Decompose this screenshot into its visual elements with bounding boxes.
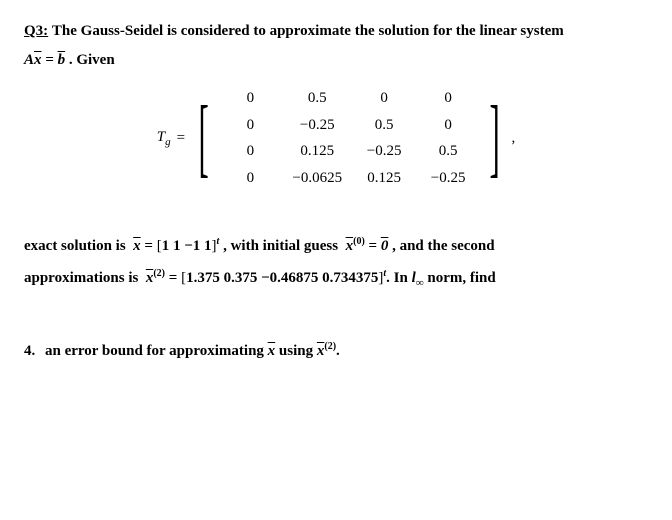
x0-superscript: (0) [353, 236, 365, 247]
matrix-cell: 0.5 [416, 138, 480, 165]
subquestion-number: 4. [24, 343, 35, 359]
matrix-trailing-comma: , [511, 127, 515, 150]
zero-vector: 0 [381, 238, 389, 254]
subquestion-4: 4. an error bound for approximating x us… [24, 339, 648, 363]
matrix-subscript: g [165, 136, 171, 148]
matrix-symbol: Tg [157, 126, 171, 151]
matrix-cell: 0 [218, 112, 282, 139]
q4-text-1: an error bound for approximating [45, 343, 264, 359]
matrix-row: 0 −0.25 0.5 0 [218, 112, 480, 139]
matrix-table: 0 0.5 0 0 0 −0.25 0.5 0 0 0.125 −0.25 0.… [218, 85, 480, 191]
equals-3: = [169, 270, 178, 286]
matrix-wrap: Tg = [ 0 0.5 0 0 0 −0.25 0.5 0 0 0.125 −… [157, 85, 515, 191]
vec2-values: 1.375 0.375 −0.46875 0.734375 [186, 270, 378, 286]
equals-sign: = [177, 127, 185, 150]
matrix-row: 0 −0.0625 0.125 −0.25 [218, 165, 480, 192]
matrix-cell: 0 [352, 85, 416, 112]
question-label: Q3: [24, 23, 48, 39]
question-heading: Q3: The Gauss-Seidel is considered to ap… [24, 20, 648, 43]
x0-symbol: x [346, 238, 354, 254]
solution-paragraph: exact solution is x = [1 1 −1 1]t , with… [24, 231, 648, 295]
matrix-cell: 0 [218, 138, 282, 165]
system-equation: Ax = b [24, 52, 65, 68]
text-initial-guess: , with initial guess [223, 238, 338, 254]
x-symbol: x [133, 238, 141, 254]
vec1-values: 1 1 −1 1 [162, 238, 212, 254]
matrix-block: Tg = [ 0 0.5 0 0 0 −0.25 0.5 0 0 0.125 −… [24, 85, 648, 191]
matrix-cell: 0 [416, 112, 480, 139]
text-exact-solution: exact solution is [24, 238, 126, 254]
matrix-row: 0 0.5 0 0 [218, 85, 480, 112]
question-text: The Gauss-Seidel is considered to approx… [52, 23, 564, 39]
q4-period: . [336, 343, 340, 359]
right-bracket: ] [490, 98, 500, 178]
q4-x-symbol: x [268, 343, 276, 359]
q4-x2-sup: (2) [324, 341, 336, 352]
left-bracket: [ [199, 98, 209, 178]
matrix-cell: −0.25 [416, 165, 480, 192]
matrix-cell: 0 [218, 85, 282, 112]
l-infinity-sub: ∞ [416, 277, 424, 289]
equals-2: = [369, 238, 378, 254]
text-in: . In [386, 270, 408, 286]
matrix-cell: 0.5 [352, 112, 416, 139]
matrix-cell: 0.125 [282, 138, 352, 165]
text-and-the-second: , and the second [392, 238, 495, 254]
matrix-cell: 0.125 [352, 165, 416, 192]
text-norm-find: norm, find [427, 270, 495, 286]
matrix-cell: 0.5 [282, 85, 352, 112]
matrix-cell: −0.0625 [282, 165, 352, 192]
matrix-cell: 0 [218, 165, 282, 192]
exact-solution-vector: [1 1 −1 1]t [157, 231, 220, 263]
matrix-cell: −0.25 [282, 112, 352, 139]
q4-text-2: using [279, 343, 313, 359]
equation-given-line: Ax = b . Given [24, 49, 648, 72]
x2-superscript: (2) [153, 268, 165, 279]
equals-1: = [144, 238, 153, 254]
text-approximations-is: approximations is [24, 270, 138, 286]
matrix-cell: −0.25 [352, 138, 416, 165]
matrix-row: 0 0.125 −0.25 0.5 [218, 138, 480, 165]
approx-vector: [1.375 0.375 −0.46875 0.734375]t [181, 263, 386, 295]
matrix-cell: 0 [416, 85, 480, 112]
transpose-sup: t [217, 236, 220, 247]
matrix-letter: T [157, 129, 165, 145]
